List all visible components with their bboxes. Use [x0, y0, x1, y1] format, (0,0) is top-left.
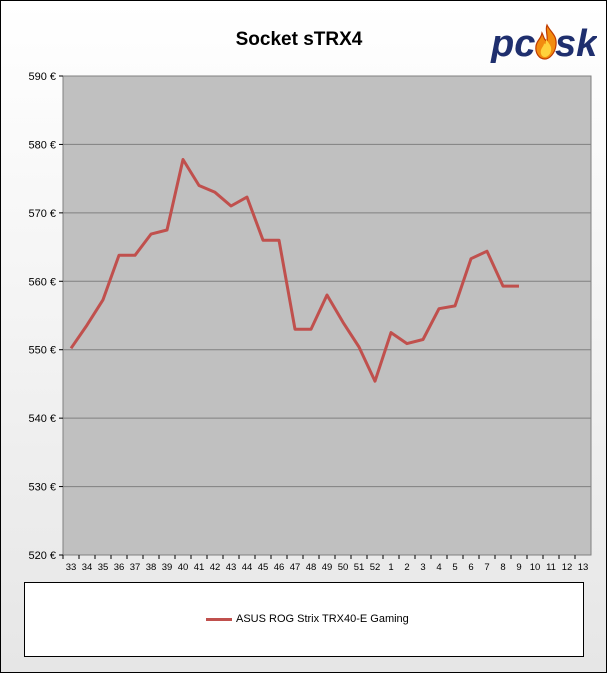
- logo-text-left: pc: [490, 23, 535, 63]
- x-tick-label: 7: [484, 562, 489, 573]
- legend-entry: ASUS ROG Strix TRX40-E Gaming: [206, 613, 409, 625]
- x-tick-label: 4: [436, 562, 441, 573]
- y-tick-label: 550 €: [28, 345, 56, 357]
- y-tick-label: 590 €: [28, 71, 56, 83]
- y-axis-ticks: 590 € 580 € 570 € 560 € 550 € 540 € 530 € 520 €: [28, 71, 63, 562]
- legend-swatch: [206, 617, 232, 621]
- x-tick-label: 2: [404, 562, 409, 573]
- x-tick-label: 34: [82, 562, 93, 573]
- x-tick-label: 44: [242, 562, 253, 573]
- pcosk-logo: pc sk: [489, 19, 599, 65]
- x-tick-label: 36: [114, 562, 125, 573]
- legend-label: ASUS ROG Strix TRX40-E Gaming: [236, 613, 409, 625]
- x-tick-label: 52: [370, 562, 381, 573]
- x-tick-label: 35: [98, 562, 109, 573]
- plot-area: [62, 75, 592, 556]
- x-tick-label: 3: [420, 562, 425, 573]
- y-tick-label: 520 €: [28, 550, 56, 562]
- series-line: [69, 158, 519, 383]
- x-tick-label: 48: [306, 562, 317, 573]
- x-tick-label: 1: [388, 562, 393, 573]
- x-tick-label: 47: [290, 562, 301, 573]
- x-tick-label: 5: [452, 562, 457, 573]
- x-tick-label: 50: [338, 562, 349, 573]
- x-tick-label: 42: [210, 562, 221, 573]
- x-tick-label: 46: [274, 562, 285, 573]
- y-tick-label: 530 €: [28, 482, 56, 494]
- series-lines: [69, 158, 519, 383]
- x-tick-label: 39: [162, 562, 173, 573]
- x-tick-label: 33: [66, 562, 77, 573]
- y-tick-label: 560 €: [28, 276, 56, 288]
- x-tick-label: 49: [322, 562, 333, 573]
- logo-text-right: sk: [555, 23, 597, 63]
- legend: ASUS ROG Strix TRX40-E Gaming: [24, 582, 584, 657]
- x-tick-label: 11: [546, 562, 556, 573]
- y-tick-label: 570 €: [28, 208, 56, 220]
- x-axis-ticks: 33 34 35 36 37 38 39 40 41 42 43 44 45 46 47 48 49 50 51 52…: [62, 555, 589, 573]
- x-tick-label: 8: [500, 562, 505, 573]
- x-tick-label: 6: [468, 562, 473, 573]
- y-tick-label: 580 €: [28, 139, 56, 151]
- x-tick-label: 13: [578, 562, 589, 573]
- chart-title: Socket sTRX4: [236, 29, 363, 50]
- x-tick-label: 10: [530, 562, 541, 573]
- x-tick-label: 12: [562, 562, 573, 573]
- x-tick-label: 51: [354, 562, 365, 573]
- x-tick-label: 9: [516, 562, 521, 573]
- x-tick-label: 37: [130, 562, 141, 573]
- x-tick-label: 41: [194, 562, 205, 573]
- x-tick-label: 40: [178, 562, 189, 573]
- x-tick-label: 43: [226, 562, 237, 573]
- x-tick-label: 45: [258, 562, 269, 573]
- flame-icon: [535, 23, 557, 60]
- x-tick-label: 38: [146, 562, 157, 573]
- y-tick-label: 540 €: [28, 413, 56, 425]
- grid-lines: [63, 143, 591, 488]
